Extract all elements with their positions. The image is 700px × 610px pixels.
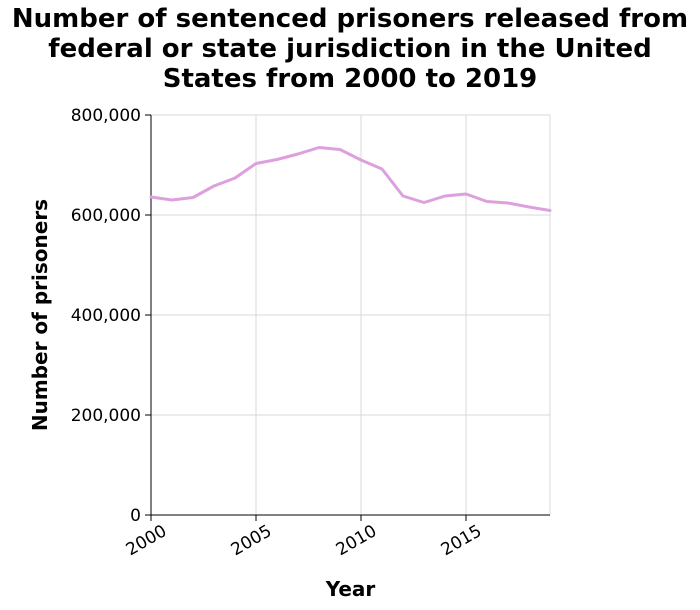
x-axis-title: Year xyxy=(325,577,376,601)
x-tick-label: 2015 xyxy=(438,521,485,560)
y-axis-title: Number of prisoners xyxy=(28,199,52,431)
grid-lines xyxy=(150,114,551,516)
chart-title-line-3: States from 2000 to 2019 xyxy=(162,64,538,94)
chart-title: Number of sentenced prisoners released f… xyxy=(0,4,700,94)
y-tick-label: 800,000 xyxy=(71,106,141,126)
y-tick-label: 0 xyxy=(130,506,141,526)
x-tick-label: 2005 xyxy=(228,521,275,560)
series-group xyxy=(149,146,552,212)
axes xyxy=(145,114,550,521)
x-tick-label: 2000 xyxy=(123,521,170,560)
x-tick-label: 2010 xyxy=(333,521,380,560)
y-tick-label: 600,000 xyxy=(71,206,141,226)
y-tick-label: 400,000 xyxy=(71,306,141,326)
chart-title-line-2: federal or state jurisdiction in the Uni… xyxy=(48,34,652,64)
series-line xyxy=(149,146,552,212)
chart-title-line-1: Number of sentenced prisoners released f… xyxy=(11,4,689,34)
tick-labels: 0 200,000 400,000 600,000 800,000 2000 2005 201… xyxy=(71,106,486,560)
y-tick-label: 200,000 xyxy=(71,406,141,426)
